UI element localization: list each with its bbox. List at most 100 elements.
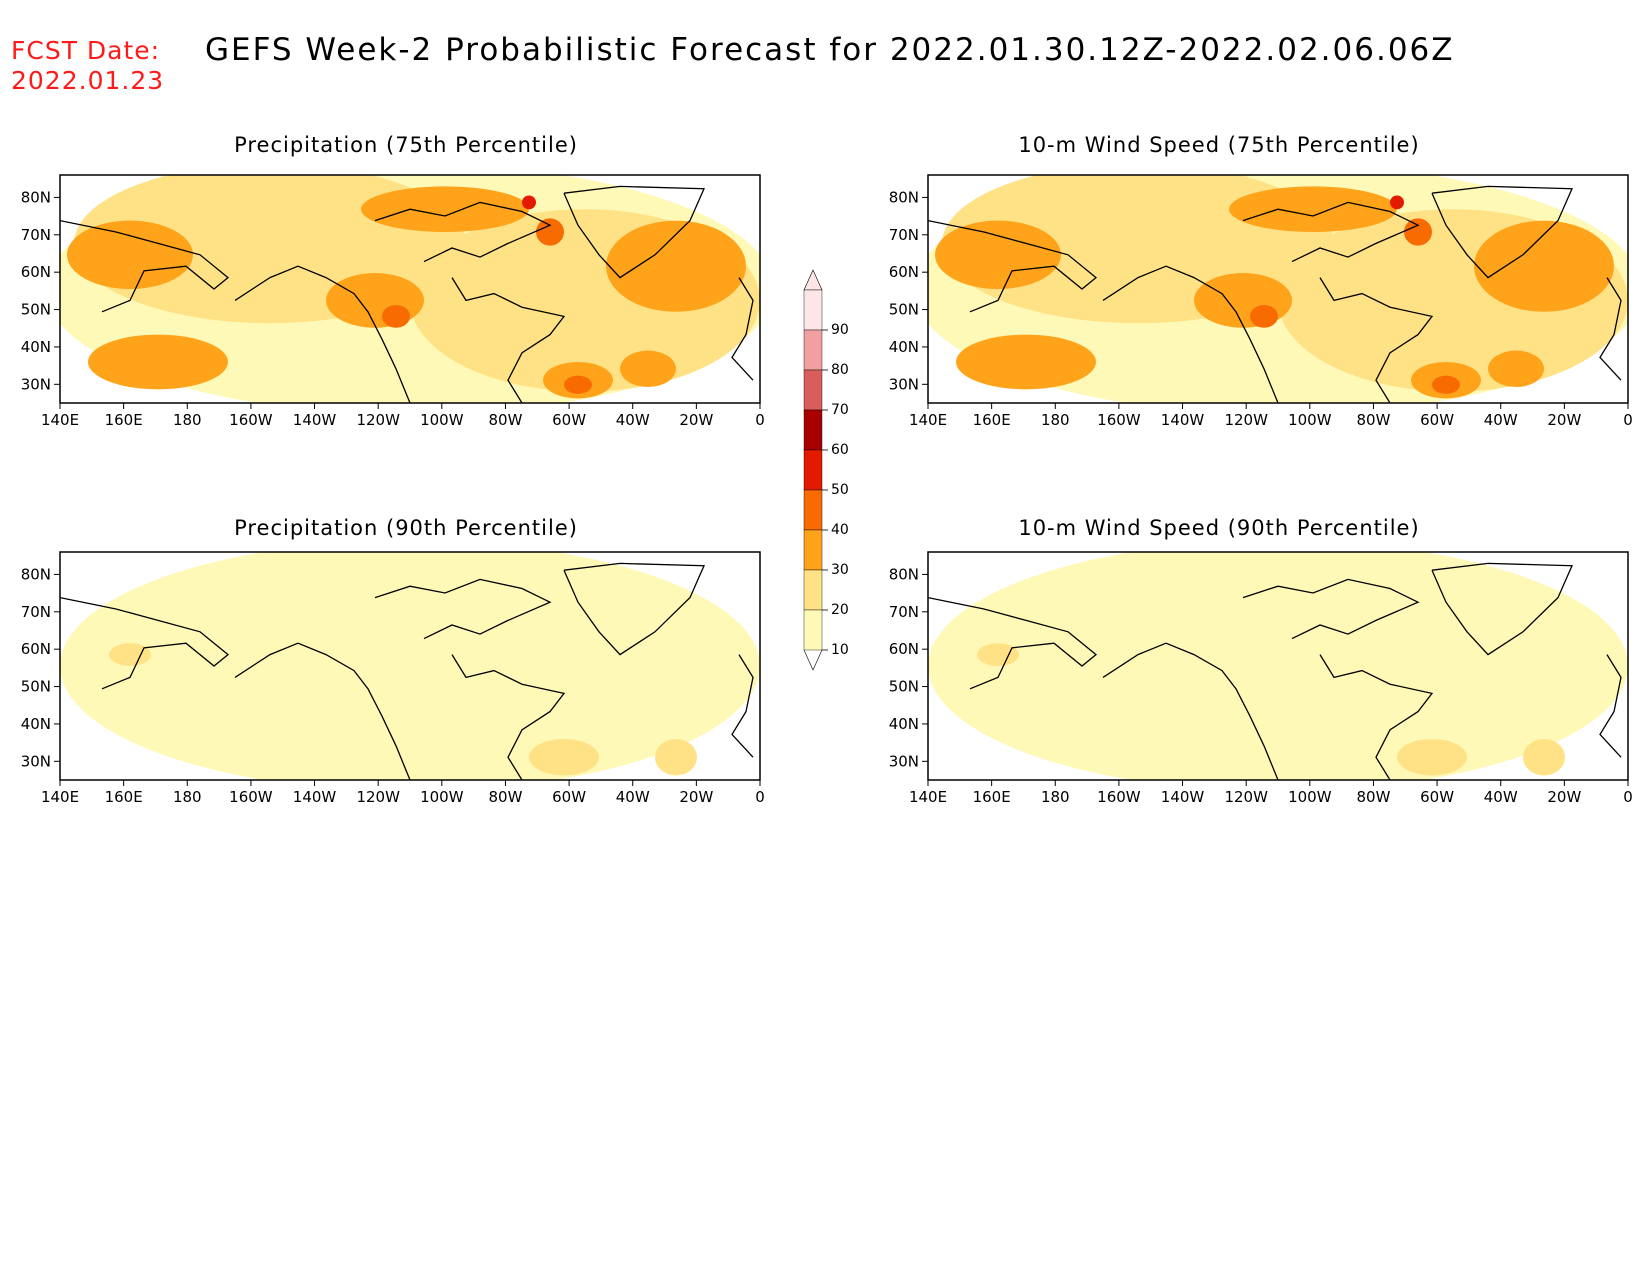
lon-tick-label: 160W [1097,411,1141,429]
lat-tick-label: 40N [889,715,919,733]
map-panel-wind-90: 140E 160E 180 160W 140W 120W 100W 80W 60W 40W 20W 0… [889,551,1633,806]
lon-tick-label: 160E [105,788,143,806]
coastline [563,185,705,279]
probability-contour [529,738,599,776]
lon-tick-label: 160E [105,411,143,429]
map-frame [59,174,761,404]
coastline [60,219,230,313]
coastline [1431,562,1573,656]
lat-tick-label: 80N [889,188,919,206]
lat-tick-label: 70N [21,603,51,621]
probability-contour [382,304,410,328]
probability-contour [620,350,676,388]
map-panel-precip-90: 140E 160E 180 160W 140W 120W 100W 80W 60W 40W 20W 0… [21,551,765,806]
legend-value-label: 60 [831,442,849,458]
legend-swatch [803,529,823,571]
panel-title-precip-75: Precipitation (75th Percentile) [234,133,578,157]
probability-contour [1523,738,1565,776]
lat-tick-label: 70N [889,226,919,244]
forecast-date-label: FCST Date: [11,36,161,65]
lon-tick-label: 60W [1420,788,1454,806]
lon-tick-label: 40W [1484,411,1518,429]
lon-tick-label: 180 [1041,411,1070,429]
probability-contour [956,334,1096,390]
lon-tick-label: 60W [552,411,586,429]
probability-contour [564,375,592,394]
lon-tick-label: 80W [488,788,522,806]
lon-tick-label: 140E [909,411,947,429]
lat-tick-label: 40N [889,338,919,356]
legend-value-label: 70 [831,402,849,418]
probability-contour [88,334,228,390]
coastline [1319,277,1434,403]
lat-tick-label: 30N [21,375,51,393]
lon-tick-label: 160E [973,788,1011,806]
probability-contour [935,220,1061,289]
lon-tick-label: 140W [293,788,337,806]
coastline [451,277,566,403]
lon-tick-label: 80W [488,411,522,429]
lon-tick-label: 120W [1224,788,1268,806]
coastline [1599,654,1622,758]
lat-tick-label: 80N [21,188,51,206]
coastline [374,201,552,263]
lon-tick-label: 120W [356,411,400,429]
lat-tick-label: 30N [889,375,919,393]
probability-contour [1250,304,1278,328]
color-legend: 90 80 70 60 50 40 30 20 10 [803,269,849,671]
lat-tick-label: 40N [21,715,51,733]
lat-tick-label: 80N [21,565,51,583]
legend-value-label: 40 [831,522,849,538]
lon-tick-label: 100W [420,411,464,429]
lon-tick-label: 20W [1547,788,1581,806]
probability-contour [1432,375,1460,394]
lon-tick-label: 180 [1041,788,1070,806]
probability-contour [109,643,151,666]
panel-title-precip-90: Precipitation (90th Percentile) [234,516,578,540]
lat-tick-label: 30N [889,752,919,770]
probability-contour [1068,666,1208,758]
lon-tick-label: 20W [679,788,713,806]
coastline [234,265,411,403]
coastline [374,578,552,640]
coastline [451,654,566,780]
probability-contour [1488,350,1544,388]
lon-tick-label: 140E [41,788,79,806]
legend-swatch [803,409,823,451]
coastline [731,654,754,758]
legend-swatch [803,449,823,491]
lon-tick-label: 80W [1356,788,1390,806]
lon-tick-label: 0 [1623,788,1633,806]
lon-tick-label: 60W [1420,411,1454,429]
legend-value-label: 80 [831,362,849,378]
coastline [1242,201,1420,263]
lon-tick-label: 80W [1356,411,1390,429]
probability-contour [361,186,529,232]
lon-tick-label: 60W [552,788,586,806]
forecast-date-value: 2022.01.23 [11,66,165,95]
probability-contour [536,218,564,246]
legend-bottom-arrow [803,649,823,671]
lat-tick-label: 60N [21,263,51,281]
lat-tick-label: 70N [889,603,919,621]
coastline [563,562,705,656]
page-title: GEFS Week-2 Probabilistic Forecast for 2… [205,32,1455,68]
lon-tick-label: 20W [1547,411,1581,429]
probability-contour [1404,218,1432,246]
lon-tick-label: 120W [1224,411,1268,429]
lat-tick-label: 50N [889,301,919,319]
legend-value-label: 10 [831,642,849,658]
lon-tick-label: 140W [1161,411,1205,429]
lon-tick-label: 140E [909,788,947,806]
lon-tick-label: 40W [616,788,650,806]
map-frame [927,551,1629,781]
lon-tick-label: 100W [420,788,464,806]
probability-contour [340,586,550,655]
lon-tick-label: 0 [1623,411,1633,429]
legend-swatch [803,609,823,651]
legend-value-label: 50 [831,482,849,498]
lon-tick-label: 160W [1097,788,1141,806]
probability-contour [1453,586,1593,723]
map-frame [59,551,761,781]
lat-tick-label: 60N [889,263,919,281]
